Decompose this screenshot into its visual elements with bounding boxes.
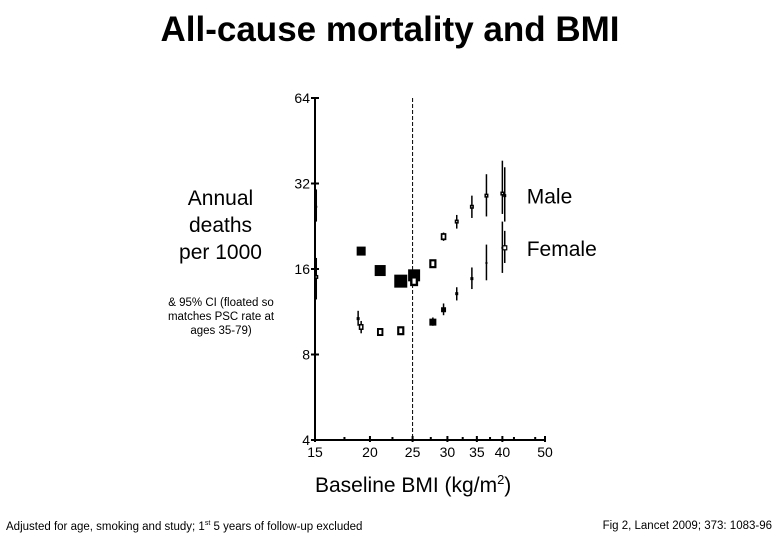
footnote-superscript: st bbox=[204, 520, 211, 527]
legend-label-male: Male bbox=[527, 186, 573, 209]
x-axis-label: Baseline BMI (kg/m2) bbox=[315, 472, 511, 498]
point-male bbox=[485, 261, 488, 264]
point-female bbox=[469, 204, 474, 209]
point-female bbox=[397, 326, 405, 336]
y-tick-label: 4 bbox=[302, 432, 310, 448]
point-male bbox=[315, 205, 318, 208]
footnote-adjustment: Adjusted for age, smoking and study; 1st… bbox=[6, 520, 362, 533]
footnote-citation: Fig 2, Lancet 2009; 373: 1083-96 bbox=[602, 520, 772, 532]
x-tick-label: 40 bbox=[495, 444, 511, 460]
y-axis-label-line: Annual bbox=[187, 187, 254, 210]
x-tick-label: 35 bbox=[469, 444, 485, 460]
y-tick-label: 64 bbox=[294, 90, 310, 106]
point-male bbox=[356, 246, 366, 256]
x-tick-label: 25 bbox=[405, 444, 421, 460]
point-female bbox=[376, 328, 384, 337]
y-axis-label: Annual deaths per 1000 bbox=[168, 185, 273, 266]
y-tick-label: 16 bbox=[294, 261, 310, 277]
x-axis-label-text: Baseline BMI (kg/m bbox=[315, 474, 498, 497]
x-axis-label-superscript: 2 bbox=[497, 472, 505, 487]
x-tick-label: 30 bbox=[440, 444, 456, 460]
y-axis-label-line: deaths bbox=[188, 214, 253, 237]
ci-note: & 95% CI (floated so matches PSC rate at… bbox=[167, 297, 275, 337]
point-male bbox=[429, 318, 437, 326]
point-female bbox=[410, 276, 419, 287]
point-male bbox=[470, 277, 474, 281]
point-female bbox=[440, 233, 447, 241]
y-axis-label-line: per 1000 bbox=[179, 241, 262, 264]
point-male bbox=[394, 274, 408, 288]
point-female bbox=[500, 191, 505, 196]
point-female bbox=[454, 219, 459, 224]
x-axis-label-suffix: ) bbox=[504, 474, 512, 497]
point-male bbox=[455, 292, 459, 296]
x-tick-label: 15 bbox=[307, 444, 323, 460]
footnote-text-suffix: 5 years of follow-up excluded bbox=[210, 520, 363, 533]
y-tick-label: 8 bbox=[302, 347, 310, 363]
point-female bbox=[484, 193, 489, 198]
legend-label-female: Female bbox=[527, 238, 597, 261]
point-male bbox=[441, 307, 447, 313]
point-male bbox=[356, 317, 360, 321]
footnote-text: Adjusted for age, smoking and study; 1 bbox=[6, 520, 205, 533]
point-male bbox=[374, 265, 386, 277]
x-tick-label: 50 bbox=[537, 444, 553, 460]
y-tick-label: 32 bbox=[294, 176, 310, 192]
x-tick-label: 20 bbox=[362, 444, 378, 460]
legend-marker-male bbox=[503, 194, 507, 198]
point-female bbox=[358, 323, 364, 330]
page-title: All-cause mortality and BMI bbox=[160, 10, 620, 49]
point-female bbox=[314, 274, 319, 279]
legend-marker-female bbox=[502, 245, 508, 251]
point-female bbox=[429, 259, 437, 269]
